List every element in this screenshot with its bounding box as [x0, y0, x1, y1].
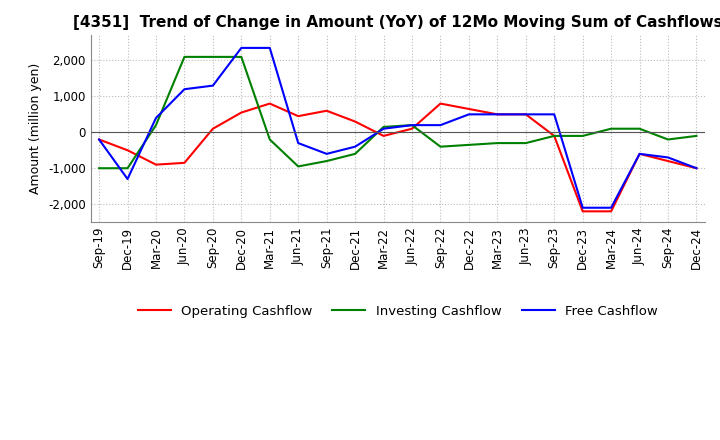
Investing Cashflow: [237, 54, 246, 59]
Investing Cashflow: [635, 126, 644, 132]
Free Cashflow: [635, 151, 644, 157]
Free Cashflow: [95, 137, 104, 142]
Free Cashflow: [209, 83, 217, 88]
Operating Cashflow: [180, 160, 189, 165]
Free Cashflow: [464, 112, 473, 117]
Free Cashflow: [550, 112, 559, 117]
Y-axis label: Amount (million yen): Amount (million yen): [30, 63, 42, 194]
Operating Cashflow: [294, 114, 302, 119]
Free Cashflow: [351, 144, 359, 149]
Operating Cashflow: [266, 101, 274, 106]
Operating Cashflow: [351, 119, 359, 124]
Free Cashflow: [266, 45, 274, 51]
Investing Cashflow: [436, 144, 445, 149]
Investing Cashflow: [123, 165, 132, 171]
Investing Cashflow: [351, 151, 359, 157]
Investing Cashflow: [95, 165, 104, 171]
Free Cashflow: [408, 122, 416, 128]
Operating Cashflow: [464, 106, 473, 112]
Free Cashflow: [578, 205, 587, 210]
Operating Cashflow: [607, 209, 616, 214]
Free Cashflow: [607, 205, 616, 210]
Investing Cashflow: [550, 133, 559, 139]
Legend: Operating Cashflow, Investing Cashflow, Free Cashflow: Operating Cashflow, Investing Cashflow, …: [132, 300, 663, 323]
Free Cashflow: [379, 126, 388, 132]
Free Cashflow: [493, 112, 502, 117]
Investing Cashflow: [493, 140, 502, 146]
Free Cashflow: [664, 155, 672, 160]
Investing Cashflow: [464, 142, 473, 147]
Operating Cashflow: [323, 108, 331, 114]
Investing Cashflow: [578, 133, 587, 139]
Title: [4351]  Trend of Change in Amount (YoY) of 12Mo Moving Sum of Cashflows: [4351] Trend of Change in Amount (YoY) o…: [73, 15, 720, 30]
Free Cashflow: [692, 165, 701, 171]
Investing Cashflow: [408, 122, 416, 128]
Operating Cashflow: [493, 112, 502, 117]
Operating Cashflow: [379, 133, 388, 139]
Operating Cashflow: [209, 126, 217, 132]
Operating Cashflow: [436, 101, 445, 106]
Free Cashflow: [152, 115, 161, 121]
Operating Cashflow: [664, 158, 672, 164]
Investing Cashflow: [521, 140, 530, 146]
Operating Cashflow: [578, 209, 587, 214]
Free Cashflow: [323, 151, 331, 157]
Operating Cashflow: [123, 148, 132, 153]
Investing Cashflow: [180, 54, 189, 59]
Operating Cashflow: [550, 133, 559, 139]
Operating Cashflow: [635, 151, 644, 157]
Investing Cashflow: [152, 122, 161, 128]
Operating Cashflow: [692, 165, 701, 171]
Free Cashflow: [237, 45, 246, 51]
Line: Free Cashflow: Free Cashflow: [99, 48, 696, 208]
Free Cashflow: [294, 140, 302, 146]
Operating Cashflow: [95, 137, 104, 142]
Free Cashflow: [123, 176, 132, 182]
Investing Cashflow: [379, 124, 388, 129]
Investing Cashflow: [692, 133, 701, 139]
Operating Cashflow: [408, 126, 416, 132]
Free Cashflow: [436, 122, 445, 128]
Investing Cashflow: [294, 164, 302, 169]
Free Cashflow: [180, 87, 189, 92]
Operating Cashflow: [152, 162, 161, 167]
Free Cashflow: [521, 112, 530, 117]
Operating Cashflow: [521, 112, 530, 117]
Investing Cashflow: [209, 54, 217, 59]
Investing Cashflow: [266, 137, 274, 142]
Operating Cashflow: [237, 110, 246, 115]
Line: Investing Cashflow: Investing Cashflow: [99, 57, 696, 168]
Investing Cashflow: [607, 126, 616, 132]
Line: Operating Cashflow: Operating Cashflow: [99, 103, 696, 211]
Investing Cashflow: [664, 137, 672, 142]
Investing Cashflow: [323, 158, 331, 164]
